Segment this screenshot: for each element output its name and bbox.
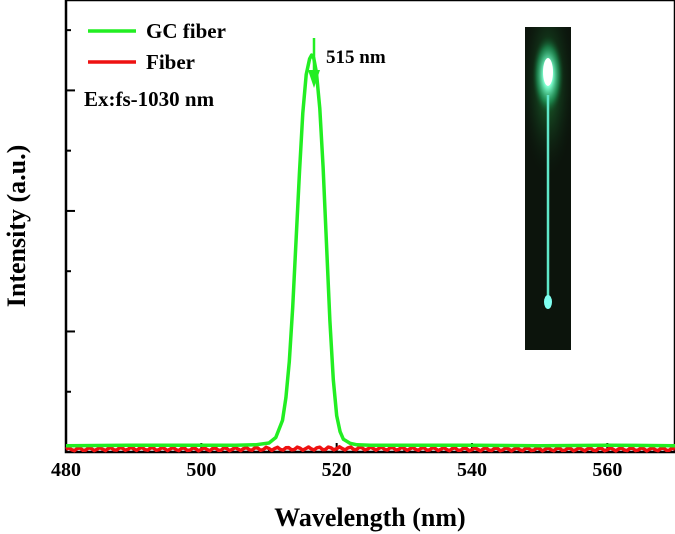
legend-label-gc-fiber: GC fiber: [146, 19, 226, 43]
series-line-fiber: [65, 445, 675, 453]
peak-label: 515 nm: [326, 47, 386, 68]
series-line-gc-fiber: [65, 53, 675, 448]
excitation-annotation: Ex:fs-1030 nm: [84, 87, 215, 111]
plot-frame: [64, 0, 675, 454]
x-tick-label: 520: [322, 459, 352, 481]
x-tick-label: 560: [592, 459, 622, 481]
fiber-inset-image: [525, 27, 571, 350]
peak-annotation: 515 nm: [308, 38, 386, 88]
x-tick-label: 480: [51, 459, 81, 481]
peak-arrow-head: [308, 70, 320, 88]
x-axis-title: Wavelength (nm): [274, 503, 465, 532]
x-tick-label: 500: [186, 459, 216, 481]
x-tick-label: 540: [457, 459, 487, 481]
legend: GC fiber Fiber: [88, 19, 226, 74]
legend-label-fiber: Fiber: [146, 50, 195, 74]
y-axis-title: Intensity (a.u.): [2, 145, 31, 308]
